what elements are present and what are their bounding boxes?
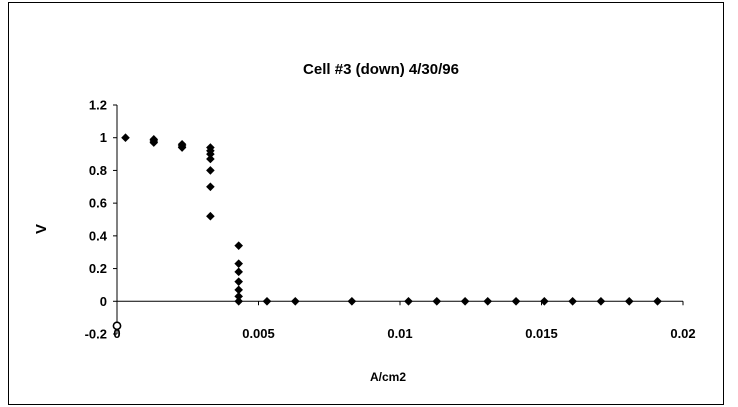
data-point: [624, 296, 634, 306]
x-axis-label: A/cm2: [370, 370, 406, 384]
data-point: [234, 296, 243, 306]
data-point: [511, 296, 521, 306]
data-point: [540, 296, 549, 306]
chart-title: Cell #3 (down) 4/30/96: [303, 61, 459, 78]
data-point: [404, 296, 413, 306]
data-point: [234, 292, 243, 301]
data-point: [568, 296, 577, 306]
data-point: [460, 296, 470, 306]
x-tick-label: 0.005: [242, 326, 275, 341]
x-tick-label: 0.02: [670, 326, 695, 341]
y-tick-label: 0.6: [89, 196, 107, 211]
data-point: [177, 143, 187, 152]
x-tick-label: 0: [113, 326, 120, 341]
chart-data-points: [112, 133, 662, 331]
data-point: [121, 133, 130, 143]
data-point: [234, 277, 243, 286]
data-point: [206, 154, 215, 164]
data-point: [234, 259, 243, 268]
data-point: [149, 138, 159, 147]
data-point: [206, 149, 215, 159]
data-point-open: [112, 321, 122, 331]
data-point: [234, 241, 243, 250]
data-point: [234, 285, 243, 295]
x-tick-label: 0.01: [387, 326, 412, 341]
data-point: [347, 296, 357, 306]
chart-frame: [8, 2, 724, 405]
data-point: [262, 296, 272, 306]
data-point: [596, 296, 606, 306]
y-tick-label: 0: [100, 294, 107, 309]
data-point: [483, 296, 493, 306]
y-tick-label: 0.2: [89, 261, 107, 276]
data-point: [206, 211, 215, 221]
data-point: [206, 166, 215, 175]
data-point: [432, 296, 442, 306]
data-point: [290, 296, 300, 306]
chart-tick-labels: -0.2 0 0.2 0.4 0.6 0.8 1 1.2 0 0.005 0.01 0.015 0.02: [85, 98, 696, 342]
data-point: [234, 267, 243, 277]
chart-axes: [113, 104, 684, 335]
y-tick-label: 1.2: [89, 98, 107, 113]
data-point: [653, 296, 662, 306]
y-tick-label: 0.8: [89, 163, 107, 178]
y-tick-label: 1: [100, 130, 107, 145]
y-tick-label: 0.4: [89, 228, 108, 243]
x-tick-label: 0.015: [525, 326, 558, 341]
data-point: [206, 182, 215, 192]
y-axis-label: V: [33, 224, 50, 234]
y-tick-label: -0.2: [85, 327, 107, 342]
